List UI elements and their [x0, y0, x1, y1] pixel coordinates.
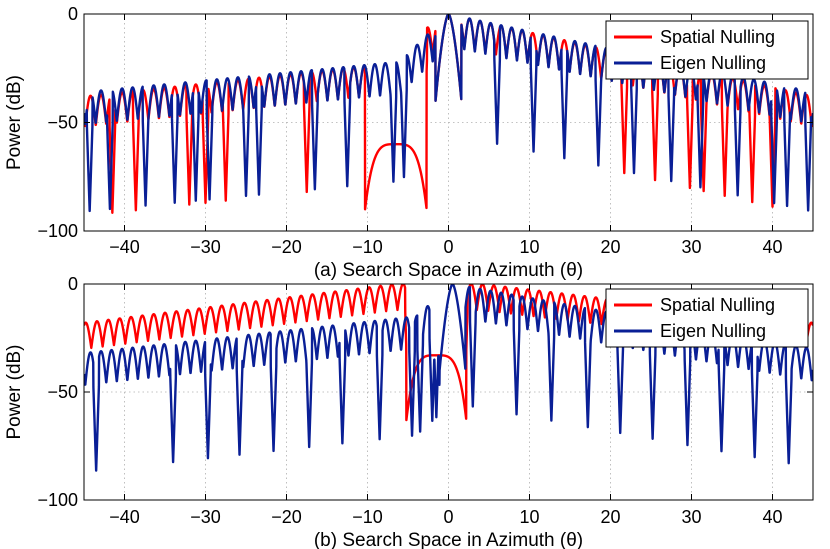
legend-box	[605, 288, 809, 348]
y-tick-label: 0	[68, 274, 78, 294]
y-tick-label: −100	[37, 490, 78, 510]
legend: Spatial Nulling Eigen Nulling	[605, 288, 809, 348]
x-tick-label: 40	[762, 507, 782, 527]
y-tick-label: −50	[47, 113, 78, 133]
x-tick-label: −20	[271, 237, 302, 257]
legend-label: Eigen Nulling	[660, 53, 766, 73]
x-tick-label: 10	[519, 237, 539, 257]
legend: Spatial Nulling Eigen Nulling	[605, 20, 809, 80]
legend-label: Eigen Nulling	[660, 321, 766, 341]
y-axis-title: Power (dB)	[4, 344, 25, 439]
y-axis-title: Power (dB)	[4, 75, 25, 170]
x-tick-label: −30	[190, 237, 221, 257]
x-tick-label: −10	[352, 237, 383, 257]
series-line-spatial-nulling	[84, 14, 813, 214]
legend-label: Spatial Nulling	[660, 295, 775, 315]
y-tick-label: −50	[47, 382, 78, 402]
x-tick-label: 40	[762, 237, 782, 257]
x-tick-label: −40	[109, 237, 140, 257]
x-tick-label: 30	[681, 237, 701, 257]
x-axis-title: (b) Search Space in Azimuth (θ)	[314, 530, 583, 549]
x-tick-label: 30	[681, 507, 701, 527]
x-tick-label: −10	[352, 507, 383, 527]
panel-b: −40 −30 −20 −10 0 10 20 30 400−50−100(b) Search …	[4, 274, 814, 549]
y-tick-label: 0	[68, 4, 78, 24]
legend-box	[605, 20, 809, 80]
x-tick-label: 10	[519, 507, 539, 527]
x-tick-label: 0	[443, 237, 453, 257]
legend-label: Spatial Nulling	[660, 27, 775, 47]
panel-a: −40 −30 −20 −10 0 10 20 30 400−50−100(a) Search …	[4, 4, 814, 281]
y-tick-label: −100	[37, 221, 78, 241]
x-axis-title: (a) Search Space in Azimuth (θ)	[314, 260, 583, 281]
x-tick-label: 20	[600, 507, 620, 527]
x-tick-label: 20	[600, 237, 620, 257]
x-tick-label: 0	[443, 507, 453, 527]
x-tick-label: −40	[109, 507, 140, 527]
x-tick-label: −20	[271, 507, 302, 527]
x-tick-label: −30	[190, 507, 221, 527]
